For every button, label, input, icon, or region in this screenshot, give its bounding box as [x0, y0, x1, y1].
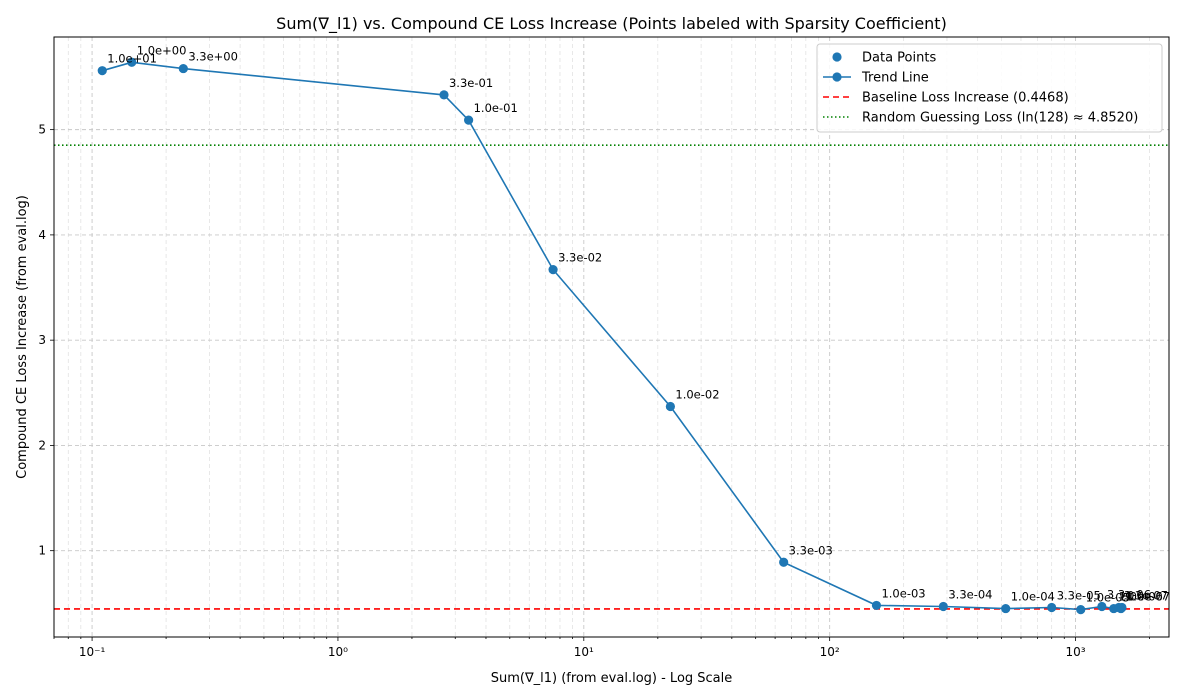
trend-line [102, 61, 1123, 611]
data-point-label: 1.0e-06 [1119, 590, 1163, 604]
data-point-label: 3.3e-04 [948, 587, 992, 601]
data-point-label: 3.3e-02 [558, 251, 602, 265]
x-tick-label: 10² [820, 645, 840, 659]
legend-label: Baseline Loss Increase (0.4468) [862, 91, 1069, 106]
legend-label: Random Guessing Loss (ln(128) ≈ 4.8520) [862, 111, 1138, 126]
data-point [665, 401, 675, 412]
data-point-label: 1.0e+00 [137, 43, 187, 57]
data-point-label: 1.0e-05 [1086, 591, 1130, 605]
legend-label: Trend Line [861, 71, 929, 86]
data-point-label: 3.3e-06 [1107, 587, 1151, 601]
data-point-label: 1.0e-03 [881, 586, 925, 600]
x-axis-title: Sum(∇_l1) (from eval.log) - Log Scale [491, 671, 733, 686]
grid [53, 37, 1169, 637]
y-tick-label: 3 [38, 333, 46, 347]
point-labels: 1.0e+011.0e+00 3.3e+00 3.3e-01 1.0e-01 3.3e-… [107, 43, 1170, 604]
data-point [1047, 602, 1057, 613]
legend-marker-trend-point [832, 72, 842, 82]
data-point-label: 1.0e-04 [1011, 590, 1055, 604]
legend-marker-data-points [832, 52, 842, 62]
data-point-label: 1.0e-02 [675, 387, 719, 401]
data-point [439, 90, 449, 100]
legend-box [816, 43, 1163, 133]
legend-label: Data Points [862, 51, 936, 66]
data-point-label: 1.0e-07 [1126, 590, 1170, 604]
data-point-label: 1.0e+01 [107, 52, 157, 66]
data-point [1076, 605, 1086, 615]
data-point [871, 600, 882, 611]
data-point [938, 601, 948, 612]
data-point-label: 3.3e-07 [1124, 589, 1168, 603]
chart-title: Sum(∇_l1) vs. Compound CE Loss Increase … [276, 14, 947, 34]
data-point [1097, 601, 1107, 612]
data-point [97, 66, 107, 76]
data-point-label: 0 [1127, 589, 1134, 603]
legend: Data Points Trend Line Baseline Loss Incre… [816, 43, 1163, 133]
data-point [548, 265, 558, 275]
data-point [464, 115, 474, 125]
series [97, 57, 1127, 615]
x-tick-label: 10⁻¹ [79, 645, 106, 659]
data-point-label: 1.0e-01 [474, 101, 518, 115]
data-point [1117, 602, 1127, 613]
x-tick-label: 10¹ [574, 645, 594, 659]
y-tick-label: 5 [38, 123, 46, 137]
data-point [779, 557, 789, 567]
data-point-label: 3.3e-03 [789, 543, 833, 557]
data-point [1001, 603, 1011, 614]
x-tick-label: 10⁰ [328, 645, 348, 659]
y-tick-label: 4 [38, 228, 46, 242]
x-tick-label: 10³ [1065, 645, 1085, 659]
y-tick-label: 2 [38, 438, 46, 452]
data-point-label: 3.3e-05 [1057, 589, 1101, 603]
reference-lines [54, 144, 1169, 610]
y-tick-label: 1 [38, 544, 46, 558]
plot-frame [53, 36, 1170, 638]
y-axis-title: Compound CE Loss Increase (from eval.log… [15, 195, 30, 479]
data-point-label: 3.3e-01 [449, 76, 493, 90]
data-point-label: 3.3e+00 [188, 50, 238, 64]
axes: 1 2 3 4 5 10⁻¹ 10⁰ 10¹ 10² 10³ [38, 123, 1150, 659]
data-point [127, 57, 137, 67]
data-point [178, 63, 188, 74]
